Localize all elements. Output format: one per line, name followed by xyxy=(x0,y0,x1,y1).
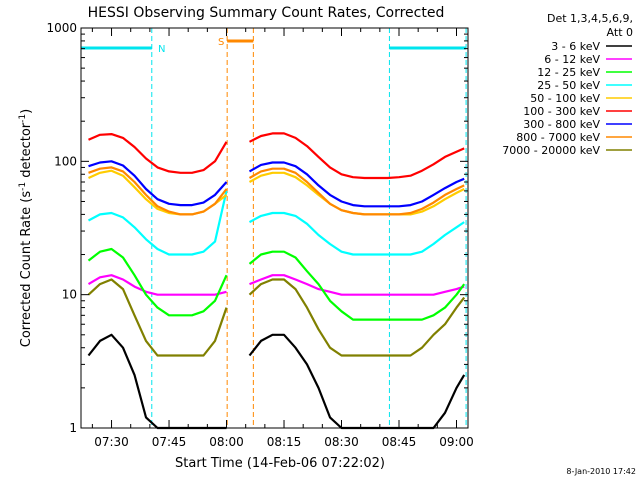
interval-label: S xyxy=(218,37,224,48)
y-tick-label: 1000 xyxy=(46,21,77,35)
y-axis-label-part: Corrected Count Rate (s xyxy=(19,191,34,348)
x-tick-label: 08:00 xyxy=(209,435,244,449)
x-tick-label: 09:00 xyxy=(439,435,474,449)
legend-entry-label: 800 - 7000 keV xyxy=(516,131,600,144)
legend-entry-label: 100 - 300 keV xyxy=(523,105,600,118)
series-line xyxy=(88,160,228,207)
series-line xyxy=(248,161,465,208)
x-tick-label: 08:30 xyxy=(324,435,359,449)
series-line xyxy=(248,250,466,321)
plot-frame xyxy=(80,27,469,429)
series-line xyxy=(88,133,228,174)
series-line xyxy=(87,278,228,357)
interval-label: N xyxy=(158,44,165,55)
y-axis-label-sup: -1 xyxy=(18,182,28,191)
series-line xyxy=(87,247,228,317)
series-line xyxy=(248,211,465,256)
y-axis-label-sup: -1 xyxy=(18,114,28,123)
x-tick-label: 08:15 xyxy=(267,435,302,449)
legend-entry-label: 3 - 6 keV xyxy=(551,40,600,53)
legend-entry-label: 7000 - 20000 keV xyxy=(502,144,600,157)
legend-header-attenuator: Att 0 xyxy=(607,26,633,39)
series-line xyxy=(248,278,466,357)
legend-entry-label: 12 - 25 keV xyxy=(537,66,600,79)
y-tick-label: 10 xyxy=(62,288,77,302)
x-tick-label: 08:45 xyxy=(382,435,417,449)
y-axis-label: Corrected Count Rate (s-1 detector-1) xyxy=(18,109,34,347)
x-tick-label: 07:30 xyxy=(94,435,129,449)
y-tick-label: 100 xyxy=(54,154,77,168)
series-line xyxy=(249,274,465,296)
generation-timestamp: 8-Jan-2010 17:42 xyxy=(566,467,636,476)
legend-header-detectors: Det 1,3,4,5,6,9, xyxy=(547,12,633,25)
series-line xyxy=(87,274,227,296)
x-axis-label: Start Time (14-Feb-06 07:22:02) xyxy=(175,456,385,471)
series-line xyxy=(88,166,228,216)
legend-entry-label: 300 - 800 keV xyxy=(523,118,600,131)
legend-entry-label: 25 - 50 keV xyxy=(537,79,600,92)
legend-entry-label: 6 - 12 keV xyxy=(544,53,600,66)
y-axis-label-part: detector xyxy=(19,122,34,182)
y-axis-ticks: 1 10 100 1000 xyxy=(46,21,468,435)
y-axis-label-part: ) xyxy=(19,109,34,114)
series-line xyxy=(249,132,465,180)
series-line xyxy=(87,190,228,256)
y-tick-label: 1 xyxy=(69,421,77,435)
series-line xyxy=(248,167,465,216)
legend-entry-label: 50 - 100 keV xyxy=(530,92,600,105)
x-tick-label: 07:45 xyxy=(152,435,187,449)
chart-title: HESSI Observing Summary Count Rates, Cor… xyxy=(88,5,445,21)
x-axis-ticks: 07:30 07:45 08:00 08:15 08:30 08:45 09:00 xyxy=(91,28,474,449)
